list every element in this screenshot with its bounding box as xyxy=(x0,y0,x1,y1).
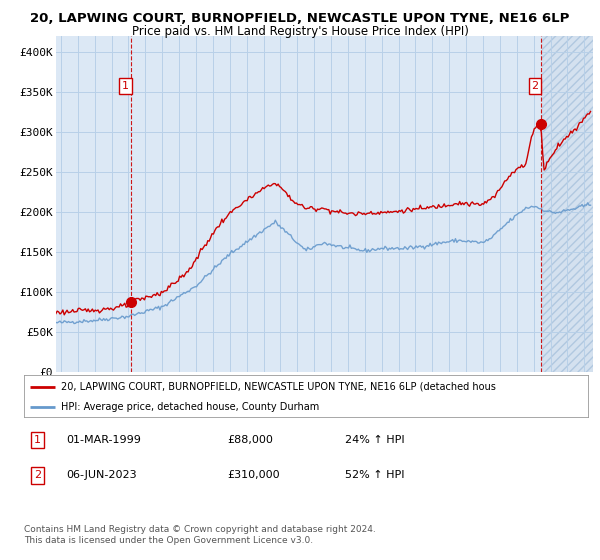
Text: 20, LAPWING COURT, BURNOPFIELD, NEWCASTLE UPON TYNE, NE16 6LP (detached hous: 20, LAPWING COURT, BURNOPFIELD, NEWCASTL… xyxy=(61,381,496,391)
Text: 24% ↑ HPI: 24% ↑ HPI xyxy=(346,435,405,445)
Text: Price paid vs. HM Land Registry's House Price Index (HPI): Price paid vs. HM Land Registry's House … xyxy=(131,25,469,38)
Text: £88,000: £88,000 xyxy=(227,435,273,445)
Bar xyxy=(542,36,593,372)
Text: 52% ↑ HPI: 52% ↑ HPI xyxy=(346,470,405,480)
Text: 20, LAPWING COURT, BURNOPFIELD, NEWCASTLE UPON TYNE, NE16 6LP: 20, LAPWING COURT, BURNOPFIELD, NEWCASTL… xyxy=(31,12,569,25)
Text: £310,000: £310,000 xyxy=(227,470,280,480)
Text: 1: 1 xyxy=(34,435,41,445)
Text: 01-MAR-1999: 01-MAR-1999 xyxy=(66,435,141,445)
Text: 2: 2 xyxy=(34,470,41,480)
Text: HPI: Average price, detached house, County Durham: HPI: Average price, detached house, Coun… xyxy=(61,402,319,412)
Text: Contains HM Land Registry data © Crown copyright and database right 2024.
This d: Contains HM Land Registry data © Crown c… xyxy=(24,525,376,545)
Bar xyxy=(542,36,593,372)
Text: 06-JUN-2023: 06-JUN-2023 xyxy=(66,470,137,480)
Text: 2: 2 xyxy=(532,81,538,91)
Text: 1: 1 xyxy=(122,81,129,91)
